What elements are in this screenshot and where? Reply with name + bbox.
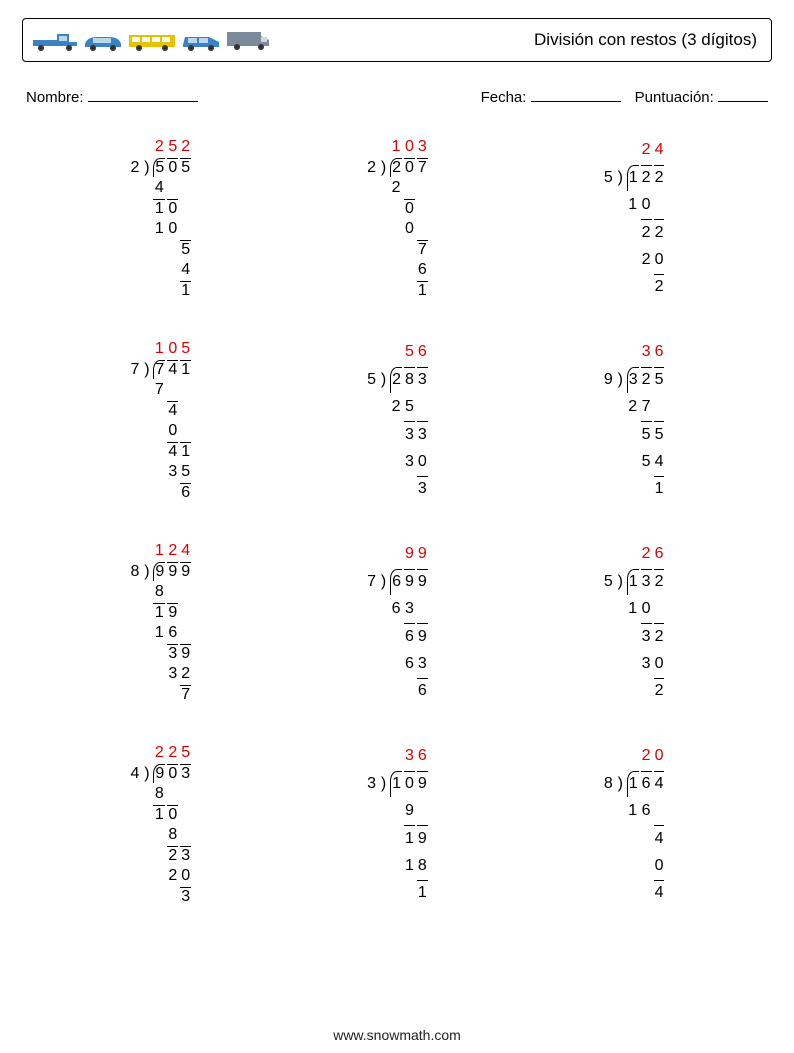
long-division: 1032)207200761 [364,136,430,302]
long-division: 245)1221022202 [601,136,667,302]
long-division: 1057)74174041356 [128,338,194,504]
name-blank[interactable] [88,88,198,102]
long-division: 2254)903810823203 [128,742,194,908]
sedan-icon [81,30,125,52]
score-blank[interactable] [718,88,768,102]
long-division: 265)1321032302 [601,540,667,706]
worksheet-title: División con restos (3 dígitos) [534,30,757,50]
long-division: 997)6996369636 [364,540,430,706]
long-division: 369)3252755541 [601,338,667,504]
score-field: Puntuación: [635,88,768,106]
problem-slot: 997)6996369636 [279,540,516,706]
name-field: Nombre: [26,88,198,106]
problems-grid: 2522)50541010541 1032)207200761 245)122102… [22,136,772,908]
problem-slot: 565)2832533303 [279,338,516,504]
date-blank[interactable] [531,88,621,102]
date-label: Fecha: [481,89,527,106]
problem-slot: 2522)50541010541 [42,136,279,302]
worksheet-page: División con restos (3 dígitos) Nombre: … [0,0,794,1053]
long-division: 565)2832533303 [364,338,430,504]
problem-slot: 369)3252755541 [515,338,752,504]
bus-icon [127,30,177,52]
suv-icon [179,30,223,52]
long-division: 1248)9998191639327 [128,540,194,706]
footer-url: www.snowmath.com [0,1027,794,1043]
vehicle-icons [31,28,271,52]
info-row: Nombre: Fecha: Puntuación: [22,88,772,106]
problem-slot: 265)1321032302 [515,540,752,706]
long-division: 363)109919181 [364,742,430,908]
date-field: Fecha: [481,88,621,106]
problem-slot: 363)109919181 [279,742,516,908]
problem-slot: 2254)903810823203 [42,742,279,908]
long-division: 2522)50541010541 [128,136,194,302]
name-label: Nombre: [26,89,84,106]
truck-icon [31,30,79,52]
score-label: Puntuación: [635,89,714,106]
header-box: División con restos (3 dígitos) [22,18,772,62]
problem-slot: 245)1221022202 [515,136,752,302]
problem-slot: 208)16416404 [515,742,752,908]
problem-slot: 1032)207200761 [279,136,516,302]
problem-slot: 1248)9998191639327 [42,540,279,706]
long-division: 208)16416404 [601,742,667,908]
problem-slot: 1057)74174041356 [42,338,279,504]
van-icon [225,28,271,52]
